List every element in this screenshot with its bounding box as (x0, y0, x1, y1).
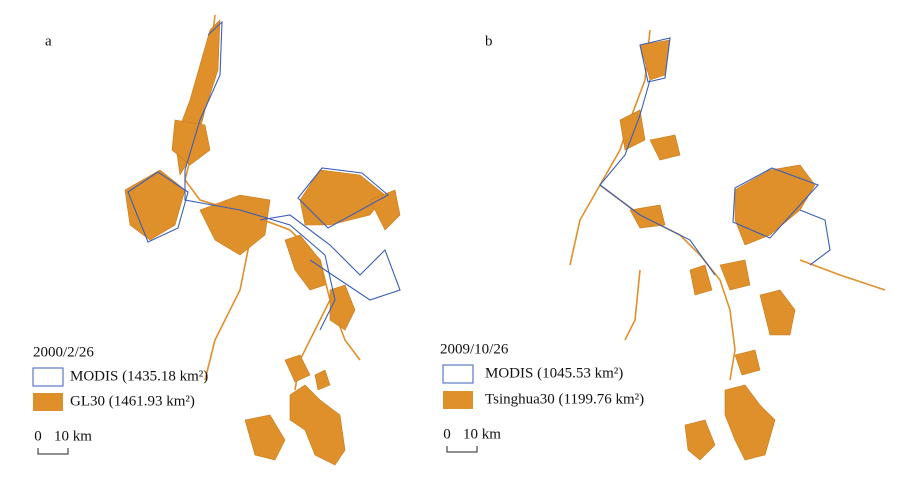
panels: a 2000/2/26 MODIS (1435.18 km²) GL30 (1461.… (32, 33, 644, 455)
legend-swatch-lake (33, 393, 63, 411)
scale-label: 0 (34, 428, 42, 444)
legend-label: Tsinghua30 (1199.76 km²) (485, 391, 644, 407)
scale-label: 10 km (54, 428, 92, 444)
panel-label: b (485, 33, 493, 49)
map-b (569, 29, 886, 461)
date: 2009/10/26 (440, 341, 509, 357)
scale-bar (446, 446, 478, 453)
legend-swatch-modis (442, 364, 474, 384)
legend-label: MODIS (1045.53 km²) (485, 365, 623, 381)
scale-bar (37, 448, 69, 455)
panel-label: a (45, 33, 52, 49)
legend-swatch-modis (32, 367, 64, 387)
scale-label: 10 km (463, 426, 501, 442)
legend-label: MODIS (1435.18 km²) (70, 368, 208, 384)
scale-label: 0 (443, 426, 451, 442)
map-a (124, 14, 401, 466)
legend-swatch-lake (443, 391, 473, 409)
date: 2000/2/26 (33, 344, 94, 360)
legend-label: GL30 (1461.93 km²) (70, 393, 195, 409)
